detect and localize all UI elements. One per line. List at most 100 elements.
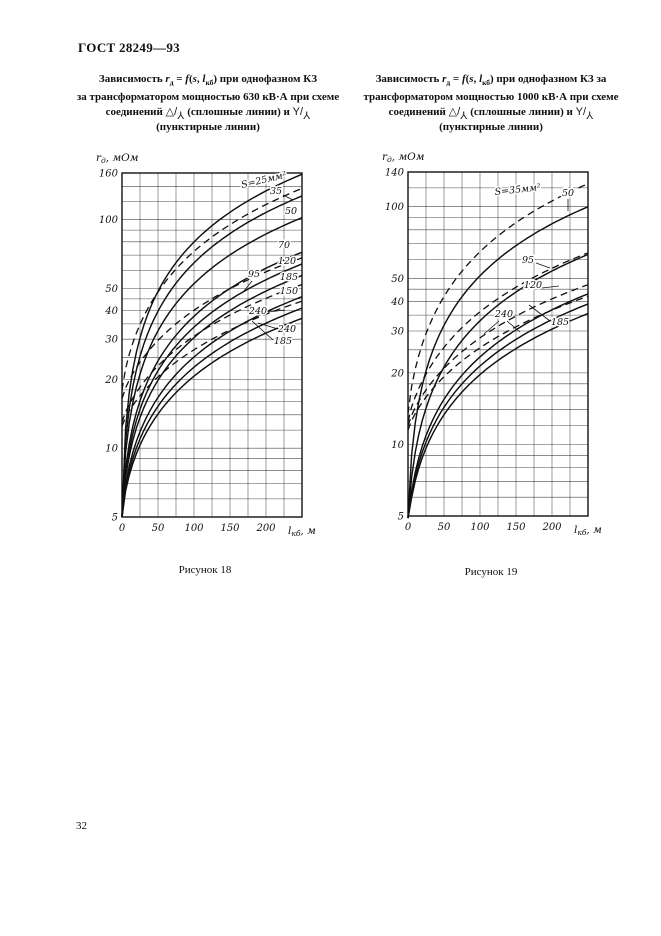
curve-label: 185: [280, 272, 298, 283]
var-l-sub: кб: [482, 78, 491, 88]
delta-wye-symbol: △/: [448, 106, 461, 119]
y-axis-label: rд, мОм: [382, 151, 425, 164]
title-text: (: [465, 73, 470, 85]
curve-label-leader: [535, 262, 551, 269]
curve-s50-solid: [121, 217, 303, 518]
title-text: (: [188, 73, 193, 85]
figure-19-title: Зависимость rд = f(s, lкб) при однофазно…: [352, 72, 630, 135]
curve-s95-solid: [407, 253, 589, 519]
x-tick-label: 150: [506, 522, 526, 533]
document-header: ГОСТ 28249—93: [78, 40, 180, 55]
var-l: l: [479, 73, 483, 85]
curve-label: 240: [248, 306, 267, 317]
title-text: соединений: [105, 106, 166, 119]
page-number: 32: [76, 820, 87, 832]
figure-19-caption: Рисунок 19: [464, 566, 518, 578]
curve-s95-solid: [121, 263, 303, 518]
curve-s35-dashed: [407, 183, 589, 414]
figure-18-chart: 160 100 50 40 30 20 10 50 50 100 150 200 rд, мОм lкб,…: [96, 152, 316, 538]
var-l-sub: кб: [205, 78, 214, 88]
x-tick-label: 100: [184, 523, 204, 534]
figure-19-title-line-4: (пунктирные линии): [439, 121, 543, 134]
curve-label: 185: [551, 317, 569, 328]
var-s: s: [192, 73, 197, 85]
y-tick-label: 20: [104, 375, 118, 386]
var-r: r: [442, 73, 447, 85]
curve-s185-dashed: [121, 283, 303, 423]
x-tick-label: 50: [438, 522, 451, 533]
title-text: (сплошные линии) и: [467, 106, 576, 119]
y-tick-label: 30: [391, 327, 404, 338]
curve-s35-dashed: [121, 187, 303, 391]
y-tick-label: 140: [385, 168, 405, 179]
figure-18-title: Зависимость rд = f(s, lкб) при однофазно…: [58, 72, 358, 135]
title-text: соединений: [388, 106, 449, 119]
y-tick-label: 10: [105, 444, 118, 455]
curve-label: 185: [274, 336, 292, 347]
var-r-sub: д: [169, 78, 174, 88]
var-f: f: [461, 73, 466, 85]
x-tick-label: 0: [405, 522, 412, 533]
curve-label-leader: [282, 194, 294, 201]
var-r: r: [165, 73, 170, 85]
curve-s95-dashed: [407, 252, 589, 422]
title-text: =: [450, 73, 462, 85]
x-tick-label: 100: [470, 522, 490, 533]
figure-18-title-line-2: за трансформатором мощностью 630 кВ·А пр…: [76, 91, 340, 104]
figure-18-caption: Рисунок 18: [178, 564, 232, 576]
turned-y-symbol: Y: [460, 108, 468, 121]
title-text: Зависимость: [98, 73, 166, 85]
curve-label: 35: [270, 186, 282, 197]
curve-s240-dashed: [121, 300, 303, 427]
y-tick-label: 100: [99, 215, 119, 226]
curve-label: 120: [524, 280, 542, 291]
curve-s185-solid: [407, 303, 589, 519]
y-tick-label: 50: [391, 274, 404, 285]
curve-s35-solid: [121, 195, 303, 518]
curve-s50-solid: [407, 206, 589, 519]
curve-s240-solid: [407, 312, 589, 519]
y-tick-label: 100: [385, 202, 405, 213]
title-text: Зависимость: [375, 73, 443, 85]
curve-s240-dashed: [407, 295, 589, 431]
var-s: s: [469, 73, 474, 85]
wye-wye-symbol: Y/: [292, 106, 304, 119]
curve-label-leader: [483, 320, 500, 335]
var-f: f: [185, 73, 189, 85]
curve-label-leader: [257, 322, 279, 330]
curve-label: 70: [278, 240, 290, 251]
delta-wye-symbol: △/: [165, 106, 178, 119]
x-tick-label: 0: [119, 523, 126, 534]
title-text: =: [173, 73, 186, 85]
curve-s95-dashed: [121, 257, 303, 399]
x-tick-label: 150: [220, 523, 240, 534]
plot-frame: [407, 171, 589, 517]
curve-label: 95: [522, 255, 534, 266]
x-axis-label: lкб, м: [288, 525, 316, 538]
curve-label: 240: [494, 309, 513, 320]
curve-label-leader: [541, 285, 560, 289]
var-l: l: [202, 73, 206, 85]
curve-s25-solid: [121, 173, 303, 518]
curve-s120-solid: [407, 293, 589, 519]
title-text: ) при однофазном КЗ: [213, 73, 318, 85]
y-axis-label: rд, мОм: [96, 152, 139, 165]
figure-19-title-line-3: соединений △/Y (сплошные линии) и Y/Y: [352, 105, 630, 121]
x-tick-label: 200: [541, 522, 562, 533]
turned-y-symbol: Y: [177, 108, 185, 121]
curve-s150-solid: [121, 296, 303, 518]
figure-19-chart: 140 100 50 40 30 20 10 50 50 100 150 200 rд, мОм lкб,…: [382, 151, 602, 537]
curve-s120-solid: [121, 274, 303, 518]
curve-s120-dashed: [407, 284, 589, 426]
x-axis-label: lкб, м: [574, 524, 602, 537]
y-tick-label: 50: [105, 284, 118, 295]
figure-18-title-line-1: Зависимость rд = f(s, lкб) при однофазно…: [58, 72, 358, 90]
figure-18-title-line-4: (пунктирные линии): [156, 121, 260, 134]
title-text: ,: [196, 73, 203, 85]
curve-label-leader: [528, 304, 551, 322]
figure-19-title-line-2: трансформатором мощностью 1000 кВ·А при …: [363, 91, 619, 104]
curve-label-leader: [243, 280, 253, 292]
title-text: (сплошные линии) и: [184, 106, 293, 119]
plot-frame: [121, 172, 303, 518]
